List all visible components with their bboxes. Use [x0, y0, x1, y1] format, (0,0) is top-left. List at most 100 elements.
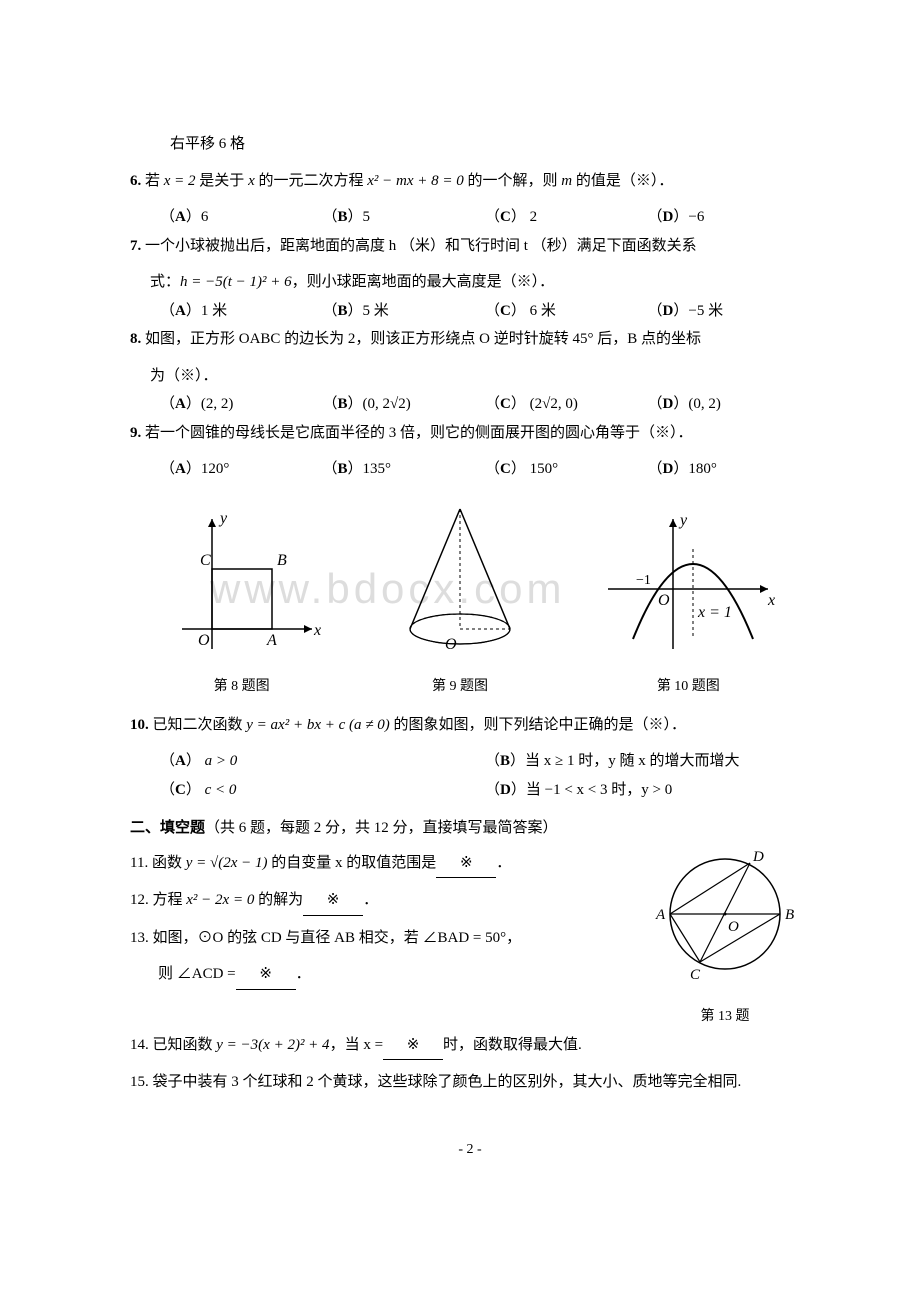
fig10-label-xeq1: x = 1: [697, 604, 732, 621]
q10-choice-b-val: 当 x ≥ 1 时，y 随 x 的增大而增大: [525, 753, 739, 769]
figures-container: www.bdocx.com C B O A x y 第 8 题图: [130, 499, 810, 701]
q7-line2b: ，则小球距离地面的最大高度是（※）．: [292, 274, 555, 290]
q9-choice-c-val: 150°: [530, 461, 559, 477]
figure-10: −1 O x = 1 x y 第 10 题图: [598, 509, 778, 701]
q10-eq: y = ax² + bx + c (a ≠ 0): [246, 717, 389, 733]
q8-choice-d: （D）(0, 2): [648, 390, 811, 419]
q13-blank: ※: [236, 960, 296, 990]
fig10-caption: 第 10 题图: [598, 674, 778, 701]
figure-8: C B O A x y 第 8 题图: [162, 509, 322, 701]
page-number: - 2 -: [130, 1137, 810, 1164]
q7-choice-d: （D）−5 米: [648, 297, 811, 326]
fig10-label-neg1: −1: [636, 573, 651, 588]
fig10-label-x: x: [767, 592, 775, 609]
fig8-label-c: C: [200, 552, 211, 569]
q8-choices: （A）(2, 2) （B）(0, 2√2) （C） (2√2, 0) （D）(0…: [160, 390, 810, 419]
q7-choice-c: （C） 6 米: [485, 297, 648, 326]
q8-line2-wrap: 为（※）．: [150, 362, 810, 391]
figure-8-svg: C B O A x y: [162, 509, 322, 659]
q9-choice-b: （B）135°: [323, 455, 486, 484]
q8-choice-c: （C） (2√2, 0): [485, 390, 648, 419]
question-8: 8. 如图，正方形 OABC 的边长为 2，则该正方形绕点 O 逆时针旋转 45…: [130, 325, 810, 354]
q12-b: 的解为: [254, 892, 303, 908]
q7-num: 7.: [130, 238, 141, 254]
q6-choice-c: （C） 2: [485, 203, 648, 232]
q8-choice-a-val: (2, 2): [201, 396, 234, 412]
q12-a: 方程: [153, 892, 187, 908]
q12-num: 12.: [130, 892, 149, 908]
q9-choice-a-val: 120°: [201, 461, 230, 477]
fig13-label-o: O: [728, 919, 739, 935]
q7-choice-c-val: 6 米: [530, 303, 556, 319]
q14-tail: 时，函数取得最大值.: [443, 1037, 582, 1053]
q10-text-a: 已知二次函数: [153, 717, 247, 733]
q9-text: 若一个圆锥的母线长是它底面半径的 3 倍，则它的侧面展开图的圆心角等于（※）．: [145, 425, 693, 441]
fig9-caption: 第 9 题图: [385, 674, 535, 701]
fig13-caption: 第 13 题: [640, 1004, 810, 1031]
q9-choice-d-val: 180°: [688, 461, 717, 477]
q13-tail: ．: [296, 966, 311, 982]
fig8-caption: 第 8 题图: [162, 674, 322, 701]
question-14: 14. 已知函数 y = −3(x + 2)² + 4，当 x =※时，函数取得…: [130, 1031, 810, 1061]
q14-a: 已知函数: [153, 1037, 217, 1053]
q8-line2: 为（※）．: [150, 368, 218, 384]
q7-choice-b-val: 5 米: [363, 303, 389, 319]
q10-choice-d: （D）当 −1 < x < 3 时，y > 0: [485, 776, 810, 805]
fig13-label-c: C: [690, 967, 701, 983]
q10-choices: （A） a > 0 （B）当 x ≥ 1 时，y 随 x 的增大而增大 （C） …: [160, 747, 810, 804]
q13-a: 如图，⊙O 的弦 CD 与直径 AB 相交，若 ∠BAD = 50°，: [153, 930, 522, 946]
q6-eq2: x² − mx + 8 = 0: [367, 173, 464, 189]
figure-13: A B C D O 第 13 题: [640, 849, 810, 1031]
q8-choice-c-val: (2√2, 0): [530, 396, 578, 412]
q6-mid2: 的一元二次方程: [255, 173, 368, 189]
q7-choice-d-val: −5 米: [688, 303, 723, 319]
q6-mid3: 的一个解，则: [464, 173, 562, 189]
q10-choice-c: （C） c < 0: [160, 776, 485, 805]
q6-var1: x: [248, 173, 255, 189]
q10-choice-d-val: 当 −1 < x < 3 时，y > 0: [526, 782, 672, 798]
q6-tail: 的值是（※）．: [572, 173, 673, 189]
q6-choice-b-val: 5: [363, 209, 371, 225]
question-10: 10. 已知二次函数 y = ax² + bx + c (a ≠ 0) 的图象如…: [130, 711, 810, 740]
q14-blank: ※: [383, 1031, 443, 1061]
fig8-label-y: y: [218, 510, 228, 527]
figure-9: O 第 9 题图: [385, 499, 535, 701]
q6-choice-c-val: 2: [530, 209, 538, 225]
q7-choice-a-val: 1 米: [201, 303, 227, 319]
fig10-label-o: O: [658, 592, 670, 609]
q6-var2: m: [561, 173, 572, 189]
section-2-title: 二、填空题: [130, 820, 205, 836]
q13-b: 则 ∠ACD =: [158, 966, 236, 982]
q8-choice-b: （B）(0, 2√2): [323, 390, 486, 419]
q7-choices: （A）1 米 （B）5 米 （C） 6 米 （D）−5 米: [160, 297, 810, 326]
q12-tail: ．: [363, 892, 378, 908]
fig8-label-o: O: [198, 632, 210, 649]
fig8-label-a: A: [266, 632, 277, 649]
q7-eq: h = −5(t − 1)² + 6: [180, 274, 292, 290]
q14-eq: y = −3(x + 2)² + 4: [216, 1037, 329, 1053]
q8-choice-b-val: (0, 2√2): [363, 396, 411, 412]
continuation-text: 右平移 6 格: [170, 130, 810, 159]
q10-num: 10.: [130, 717, 149, 733]
q14-b: ，当 x =: [330, 1037, 383, 1053]
q6-choice-d-val: −6: [688, 209, 704, 225]
q13-num: 13.: [130, 930, 149, 946]
section-2-note: （共 6 题，每题 2 分，共 12 分，直接填写最简答案）: [205, 820, 558, 836]
q10-choice-b: （B）当 x ≥ 1 时，y 随 x 的增大而增大: [485, 747, 810, 776]
q9-choices: （A）120° （B）135° （C） 150° （D）180°: [160, 455, 810, 484]
q15-num: 15.: [130, 1074, 149, 1090]
figure-9-svg: O: [385, 499, 535, 659]
q9-num: 9.: [130, 425, 141, 441]
fig8-label-b: B: [277, 552, 287, 569]
fig8-label-x: x: [313, 622, 321, 639]
q7-choice-a: （A）1 米: [160, 297, 323, 326]
q12-blank: ※: [303, 886, 363, 916]
question-12: 12. 方程 x² − 2x = 0 的解为※．: [130, 886, 640, 916]
q9-choice-a: （A）120°: [160, 455, 323, 484]
q10-text-b: 的图象如图，则下列结论中正确的是（※）．: [390, 717, 686, 733]
q15-text: 袋子中装有 3 个红球和 2 个黄球，这些球除了颜色上的区别外，其大小、质地等完…: [153, 1074, 742, 1090]
q8-choice-a: （A）(2, 2): [160, 390, 323, 419]
q11-a: 函数: [152, 855, 186, 871]
q6-choice-a: （A）6: [160, 203, 323, 232]
q8-line1: 如图，正方形 OABC 的边长为 2，则该正方形绕点 O 逆时针旋转 45° 后…: [145, 331, 701, 347]
